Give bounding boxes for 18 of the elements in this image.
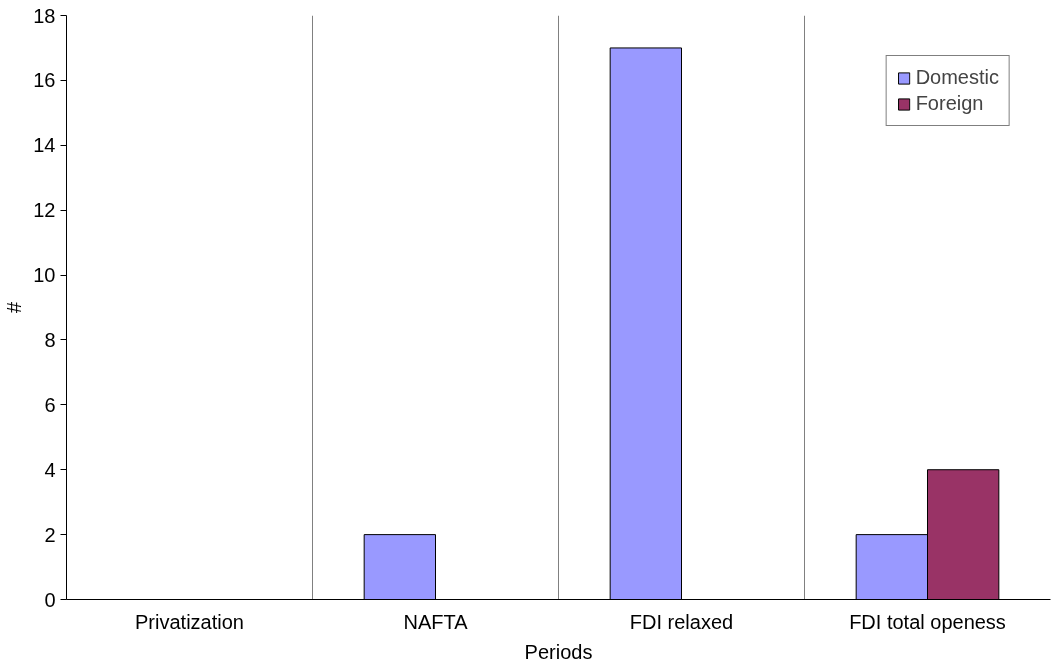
y-tick-label: 16 <box>33 69 56 92</box>
x-axis-title: Periods <box>524 640 593 663</box>
x-tick-label: FDI relaxed <box>629 610 734 633</box>
y-tick-label: 2 <box>44 523 56 546</box>
x-tick-label: Privatization <box>135 610 244 633</box>
y-tick-label: 18 <box>33 4 56 27</box>
y-tick-label: 8 <box>44 328 56 351</box>
y-tick-label: 14 <box>33 134 56 157</box>
legend-label: Domestic <box>915 66 999 89</box>
legend-label: Foreign <box>915 92 984 115</box>
y-tick-label: 12 <box>33 199 56 222</box>
x-tick-label: FDI total openess <box>849 610 1006 633</box>
y-tick-label: 6 <box>44 393 56 416</box>
y-tick-label: 10 <box>33 264 56 287</box>
y-axis-title: # <box>3 301 26 314</box>
x-tick-label: NAFTA <box>403 610 469 633</box>
y-tick-label: 4 <box>44 458 56 481</box>
y-tick-label: 0 <box>44 588 56 611</box>
